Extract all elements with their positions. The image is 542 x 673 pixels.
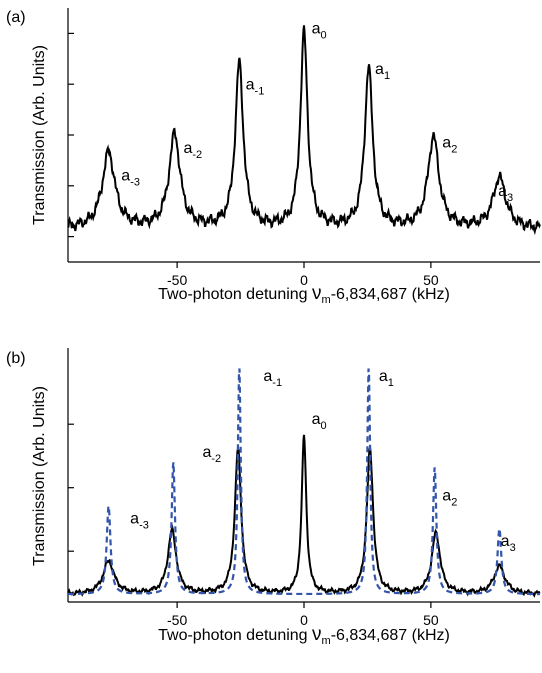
peak-label: a-3 (121, 168, 140, 189)
x-tick-label: -50 (167, 272, 187, 288)
x-axis-label-nu: ν (312, 283, 322, 304)
series-line-solid (67, 434, 541, 598)
peak-label: a2 (442, 487, 457, 508)
x-tick-label: 50 (423, 612, 439, 628)
peak-label: a-1 (263, 368, 282, 389)
x-tick-label: 0 (300, 272, 308, 288)
x-ticks: -50 0 50 (167, 262, 439, 288)
peak-label-sub: 3 (510, 542, 516, 554)
peak-label: a3 (501, 533, 516, 554)
peak-label-sub: 2 (451, 496, 457, 508)
peak-label-base: a (442, 135, 451, 152)
peak-label-base: a (501, 533, 510, 550)
y-ticks (68, 423, 74, 552)
plot-series (67, 25, 541, 236)
peak-label-sub: 1 (388, 377, 394, 389)
x-axis-label-sub: m (322, 635, 331, 647)
y-ticks (68, 32, 74, 238)
peak-label: a0 (312, 411, 327, 432)
series-line-solid (67, 25, 541, 236)
x-tick-label: -50 (167, 612, 187, 628)
peak-label: a0 (312, 20, 327, 41)
peak-label: a2 (442, 135, 457, 156)
peak-label-base: a (498, 183, 507, 200)
x-axis-label: Two-photon detuning νm-6,834,687 (kHz) (158, 624, 450, 647)
peak-label: a-1 (246, 76, 265, 97)
x-axis-label: Two-photon detuning νm-6,834,687 (kHz) (158, 283, 450, 306)
x-tick-label: 50 (423, 272, 439, 288)
x-axis-label-prefix: Two-photon detuning (158, 627, 312, 644)
peak-label-base: a (121, 168, 130, 185)
x-axis-label-sub: m (322, 294, 331, 306)
peak-label-sub: -1 (255, 85, 265, 97)
peak-label: a3 (498, 183, 513, 204)
peak-label-sub: -2 (211, 453, 221, 465)
x-axis-label-nu: ν (312, 624, 322, 645)
y-axis-label: Transmission (Arb. Units) (31, 45, 48, 225)
x-axis-label-suffix: -6,834,687 (kHz) (331, 627, 450, 644)
peak-label-base: a (375, 61, 384, 78)
peak-label-sub: 1 (384, 70, 390, 82)
series-line-dashed (67, 368, 541, 596)
peak-label-base: a (202, 444, 211, 461)
peak-label: a1 (375, 61, 390, 82)
peak-label-sub: -3 (139, 519, 149, 531)
peak-label-base: a (442, 487, 451, 504)
peak-label-base: a (246, 76, 255, 93)
y-axis-label: Transmission (Arb. Units) (31, 386, 48, 566)
peak-label: a-2 (183, 140, 202, 161)
peak-label-sub: 0 (321, 420, 327, 432)
panel-label: (b) (6, 350, 26, 367)
peak-label-base: a (130, 510, 139, 527)
peak-label-base: a (263, 368, 272, 385)
peak-label-base: a (379, 368, 388, 385)
peak-label-sub: 3 (507, 192, 513, 204)
peak-label-sub: 2 (451, 144, 457, 156)
peak-label-base: a (312, 411, 321, 428)
peak-label: a1 (379, 368, 394, 389)
peak-label-base: a (183, 140, 192, 157)
x-axis-label-prefix: Two-photon detuning (158, 286, 312, 303)
x-axis-label-suffix: -6,834,687 (kHz) (331, 286, 450, 303)
x-ticks: -50 0 50 (167, 602, 439, 628)
peak-label-base: a (312, 20, 321, 37)
plot-series (67, 368, 541, 598)
peak-label: a-2 (202, 444, 221, 465)
peak-label-sub: -3 (130, 177, 140, 189)
peak-label-sub: -2 (192, 149, 202, 161)
peak-label: a-3 (130, 510, 149, 531)
x-tick-label: 0 (300, 612, 308, 628)
peak-label-sub: 0 (321, 29, 327, 41)
panel-label: (a) (6, 9, 26, 26)
peak-label-sub: -1 (272, 377, 282, 389)
